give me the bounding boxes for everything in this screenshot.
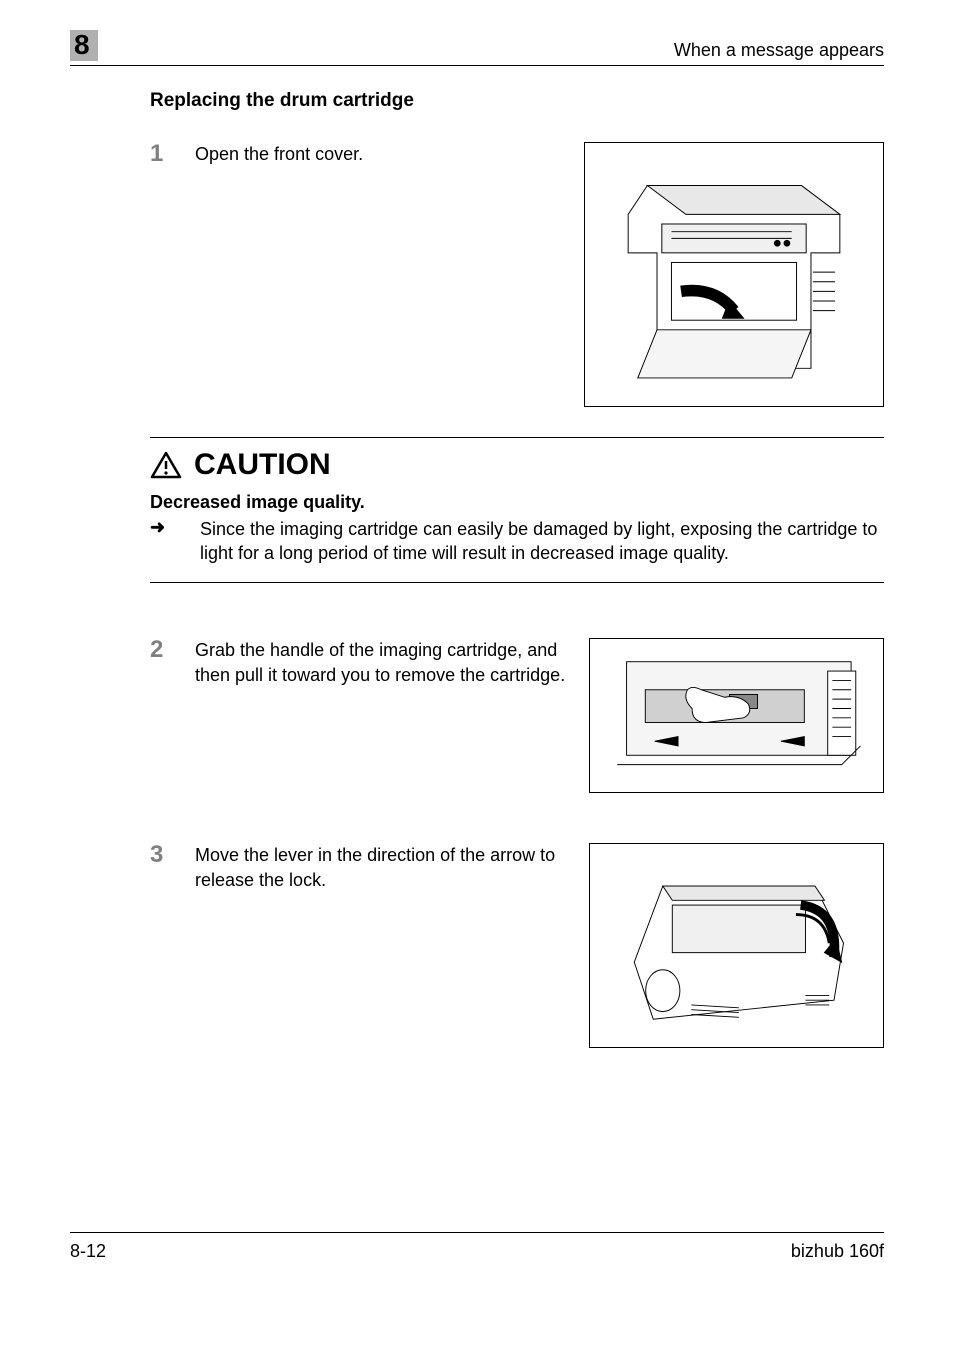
figure-remove-cartridge <box>589 638 884 793</box>
caution-subtitle: Decreased image quality. <box>150 492 884 513</box>
page-header: 8 When a message appears <box>70 30 884 66</box>
figure-printer-front-cover <box>584 142 884 407</box>
step-number: 3 <box>150 843 195 867</box>
step-text: Grab the handle of the imaging cartridge… <box>195 638 589 688</box>
step-text: Open the front cover. <box>195 142 584 167</box>
step-1: 1 Open the front cover. <box>150 142 884 407</box>
step-text: Move the lever in the direction of the a… <box>195 843 589 893</box>
page-footer: 8-12 bizhub 160f <box>70 1232 884 1262</box>
step-3: 3 Move the lever in the direction of the… <box>150 843 884 1048</box>
page-number: 8-12 <box>70 1241 106 1262</box>
caution-header: CAUTION <box>150 448 884 482</box>
step-number: 2 <box>150 638 195 662</box>
chapter-number: 8 <box>70 30 98 61</box>
caution-triangle-icon <box>150 451 182 479</box>
caution-text: Since the imaging cartridge can easily b… <box>200 517 884 566</box>
caution-body: ➜ Since the imaging cartridge can easily… <box>150 517 884 566</box>
figure-release-lock <box>589 843 884 1048</box>
product-name: bizhub 160f <box>791 1241 884 1262</box>
step-2: 2 Grab the handle of the imaging cartrid… <box>150 638 884 793</box>
content-area: Replacing the drum cartridge 1 Open the … <box>150 90 884 1068</box>
section-title: Replacing the drum cartridge <box>150 90 884 112</box>
caution-block: CAUTION Decreased image quality. ➜ Since… <box>150 437 884 583</box>
header-title: When a message appears <box>674 40 884 61</box>
step-number: 1 <box>150 142 195 166</box>
caution-title: CAUTION <box>194 448 331 482</box>
arrow-icon: ➜ <box>150 517 200 538</box>
